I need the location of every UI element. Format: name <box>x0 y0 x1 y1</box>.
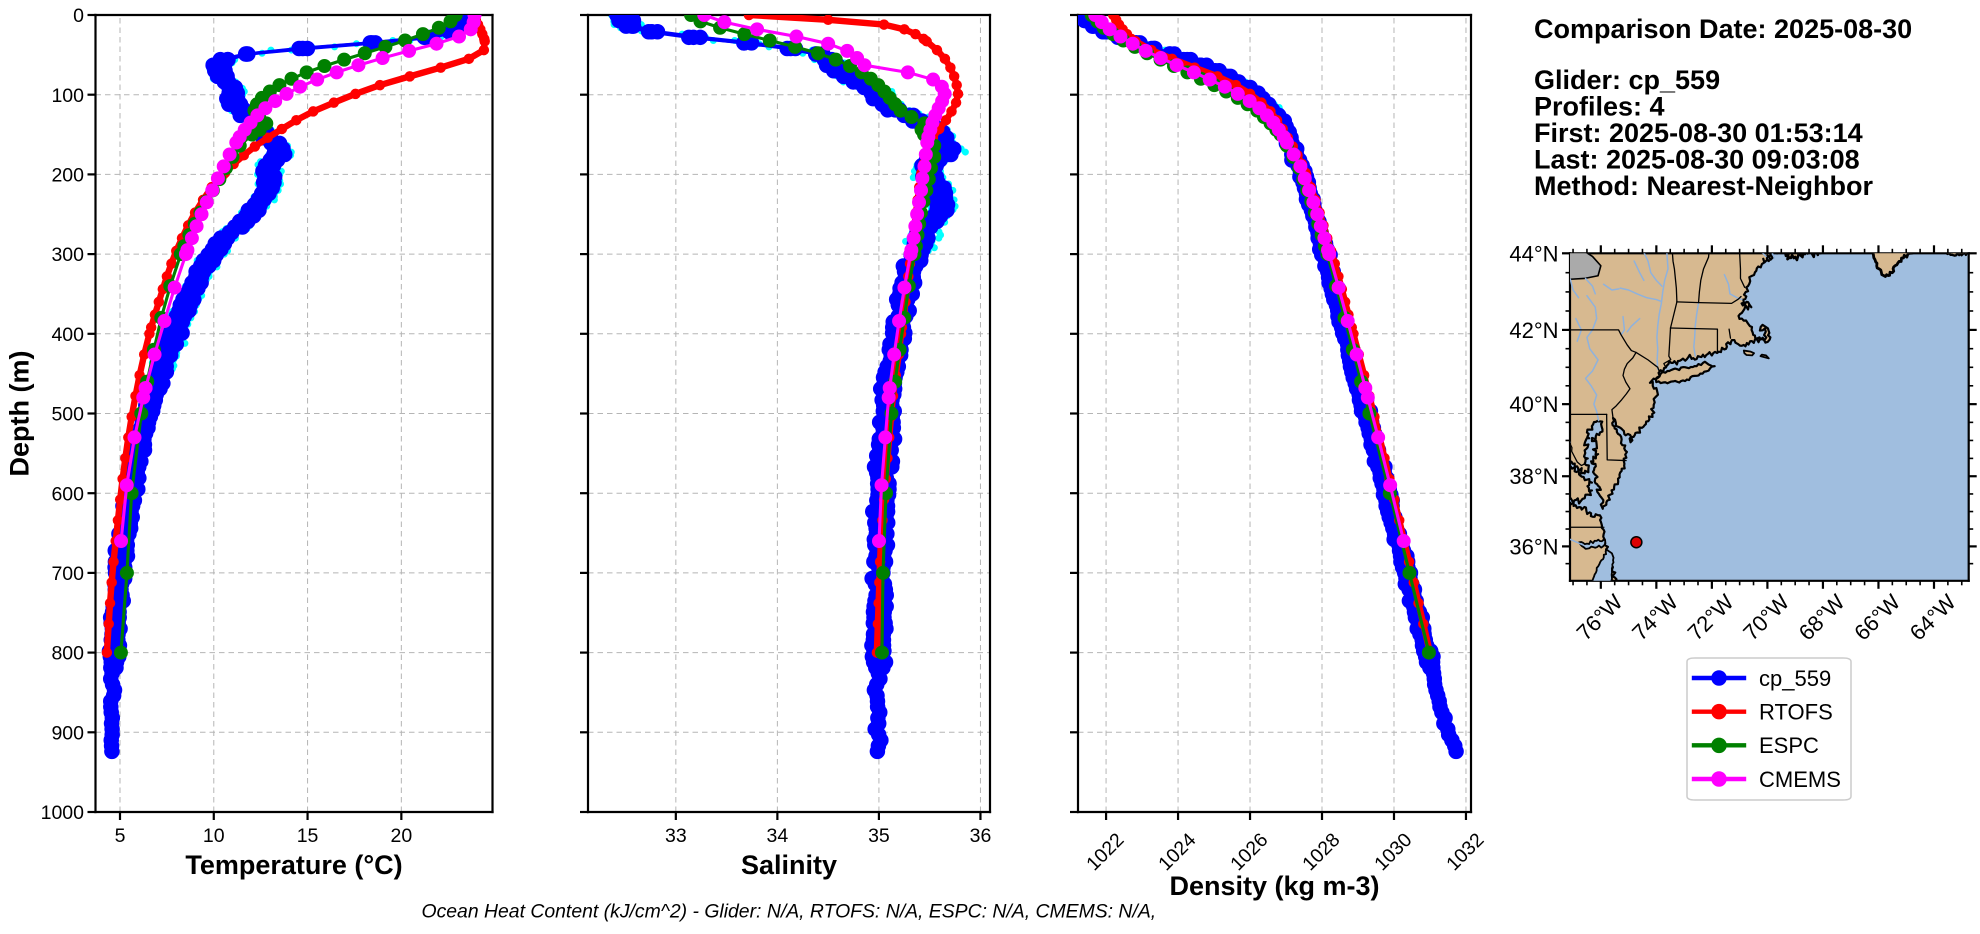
svg-text:CMEMS: CMEMS <box>1759 767 1841 792</box>
svg-text:0: 0 <box>73 5 84 27</box>
svg-text:Ocean Heat Content (kJ/cm^2) -: Ocean Heat Content (kJ/cm^2) - Glider: N… <box>422 901 1157 923</box>
svg-text:36°N: 36°N <box>1509 534 1558 559</box>
svg-text:42°N: 42°N <box>1509 318 1558 343</box>
svg-text:33: 33 <box>665 825 687 847</box>
svg-text:20: 20 <box>390 825 412 847</box>
svg-text:300: 300 <box>51 244 84 266</box>
svg-text:100: 100 <box>51 85 84 107</box>
svg-text:Depth (m): Depth (m) <box>4 351 34 477</box>
svg-text:400: 400 <box>51 324 84 346</box>
svg-text:600: 600 <box>51 483 84 505</box>
svg-text:ESPC: ESPC <box>1759 733 1819 758</box>
svg-text:Last: 2025-08-30 09:03:08: Last: 2025-08-30 09:03:08 <box>1534 145 1860 175</box>
svg-text:Glider: cp_559: Glider: cp_559 <box>1534 65 1720 95</box>
svg-text:Method: Nearest-Neighbor: Method: Nearest-Neighbor <box>1534 171 1874 201</box>
svg-text:1000: 1000 <box>41 802 85 824</box>
svg-text:15: 15 <box>297 825 319 847</box>
svg-text:Comparison Date: 2025-08-30: Comparison Date: 2025-08-30 <box>1534 14 1912 44</box>
svg-text:44°N: 44°N <box>1509 241 1558 266</box>
svg-text:500: 500 <box>51 404 84 426</box>
svg-text:5: 5 <box>115 825 126 847</box>
svg-text:200: 200 <box>51 164 84 186</box>
svg-text:Salinity: Salinity <box>741 850 837 880</box>
svg-text:900: 900 <box>51 722 84 744</box>
svg-text:35: 35 <box>868 825 890 847</box>
svg-text:First: 2025-08-30 01:53:14: First: 2025-08-30 01:53:14 <box>1534 118 1863 148</box>
svg-text:36: 36 <box>970 825 992 847</box>
svg-text:RTOFS: RTOFS <box>1759 699 1833 724</box>
svg-text:Temperature (°C): Temperature (°C) <box>185 850 402 880</box>
svg-text:cp_559: cp_559 <box>1759 666 1831 691</box>
svg-text:34: 34 <box>767 825 789 847</box>
svg-text:Density (kg m-3): Density (kg m-3) <box>1169 871 1379 901</box>
svg-text:Profiles: 4: Profiles: 4 <box>1534 92 1665 122</box>
svg-text:38°N: 38°N <box>1509 464 1558 489</box>
svg-text:10: 10 <box>203 825 225 847</box>
svg-text:40°N: 40°N <box>1509 392 1558 417</box>
svg-text:800: 800 <box>51 643 84 665</box>
svg-text:700: 700 <box>51 563 84 585</box>
